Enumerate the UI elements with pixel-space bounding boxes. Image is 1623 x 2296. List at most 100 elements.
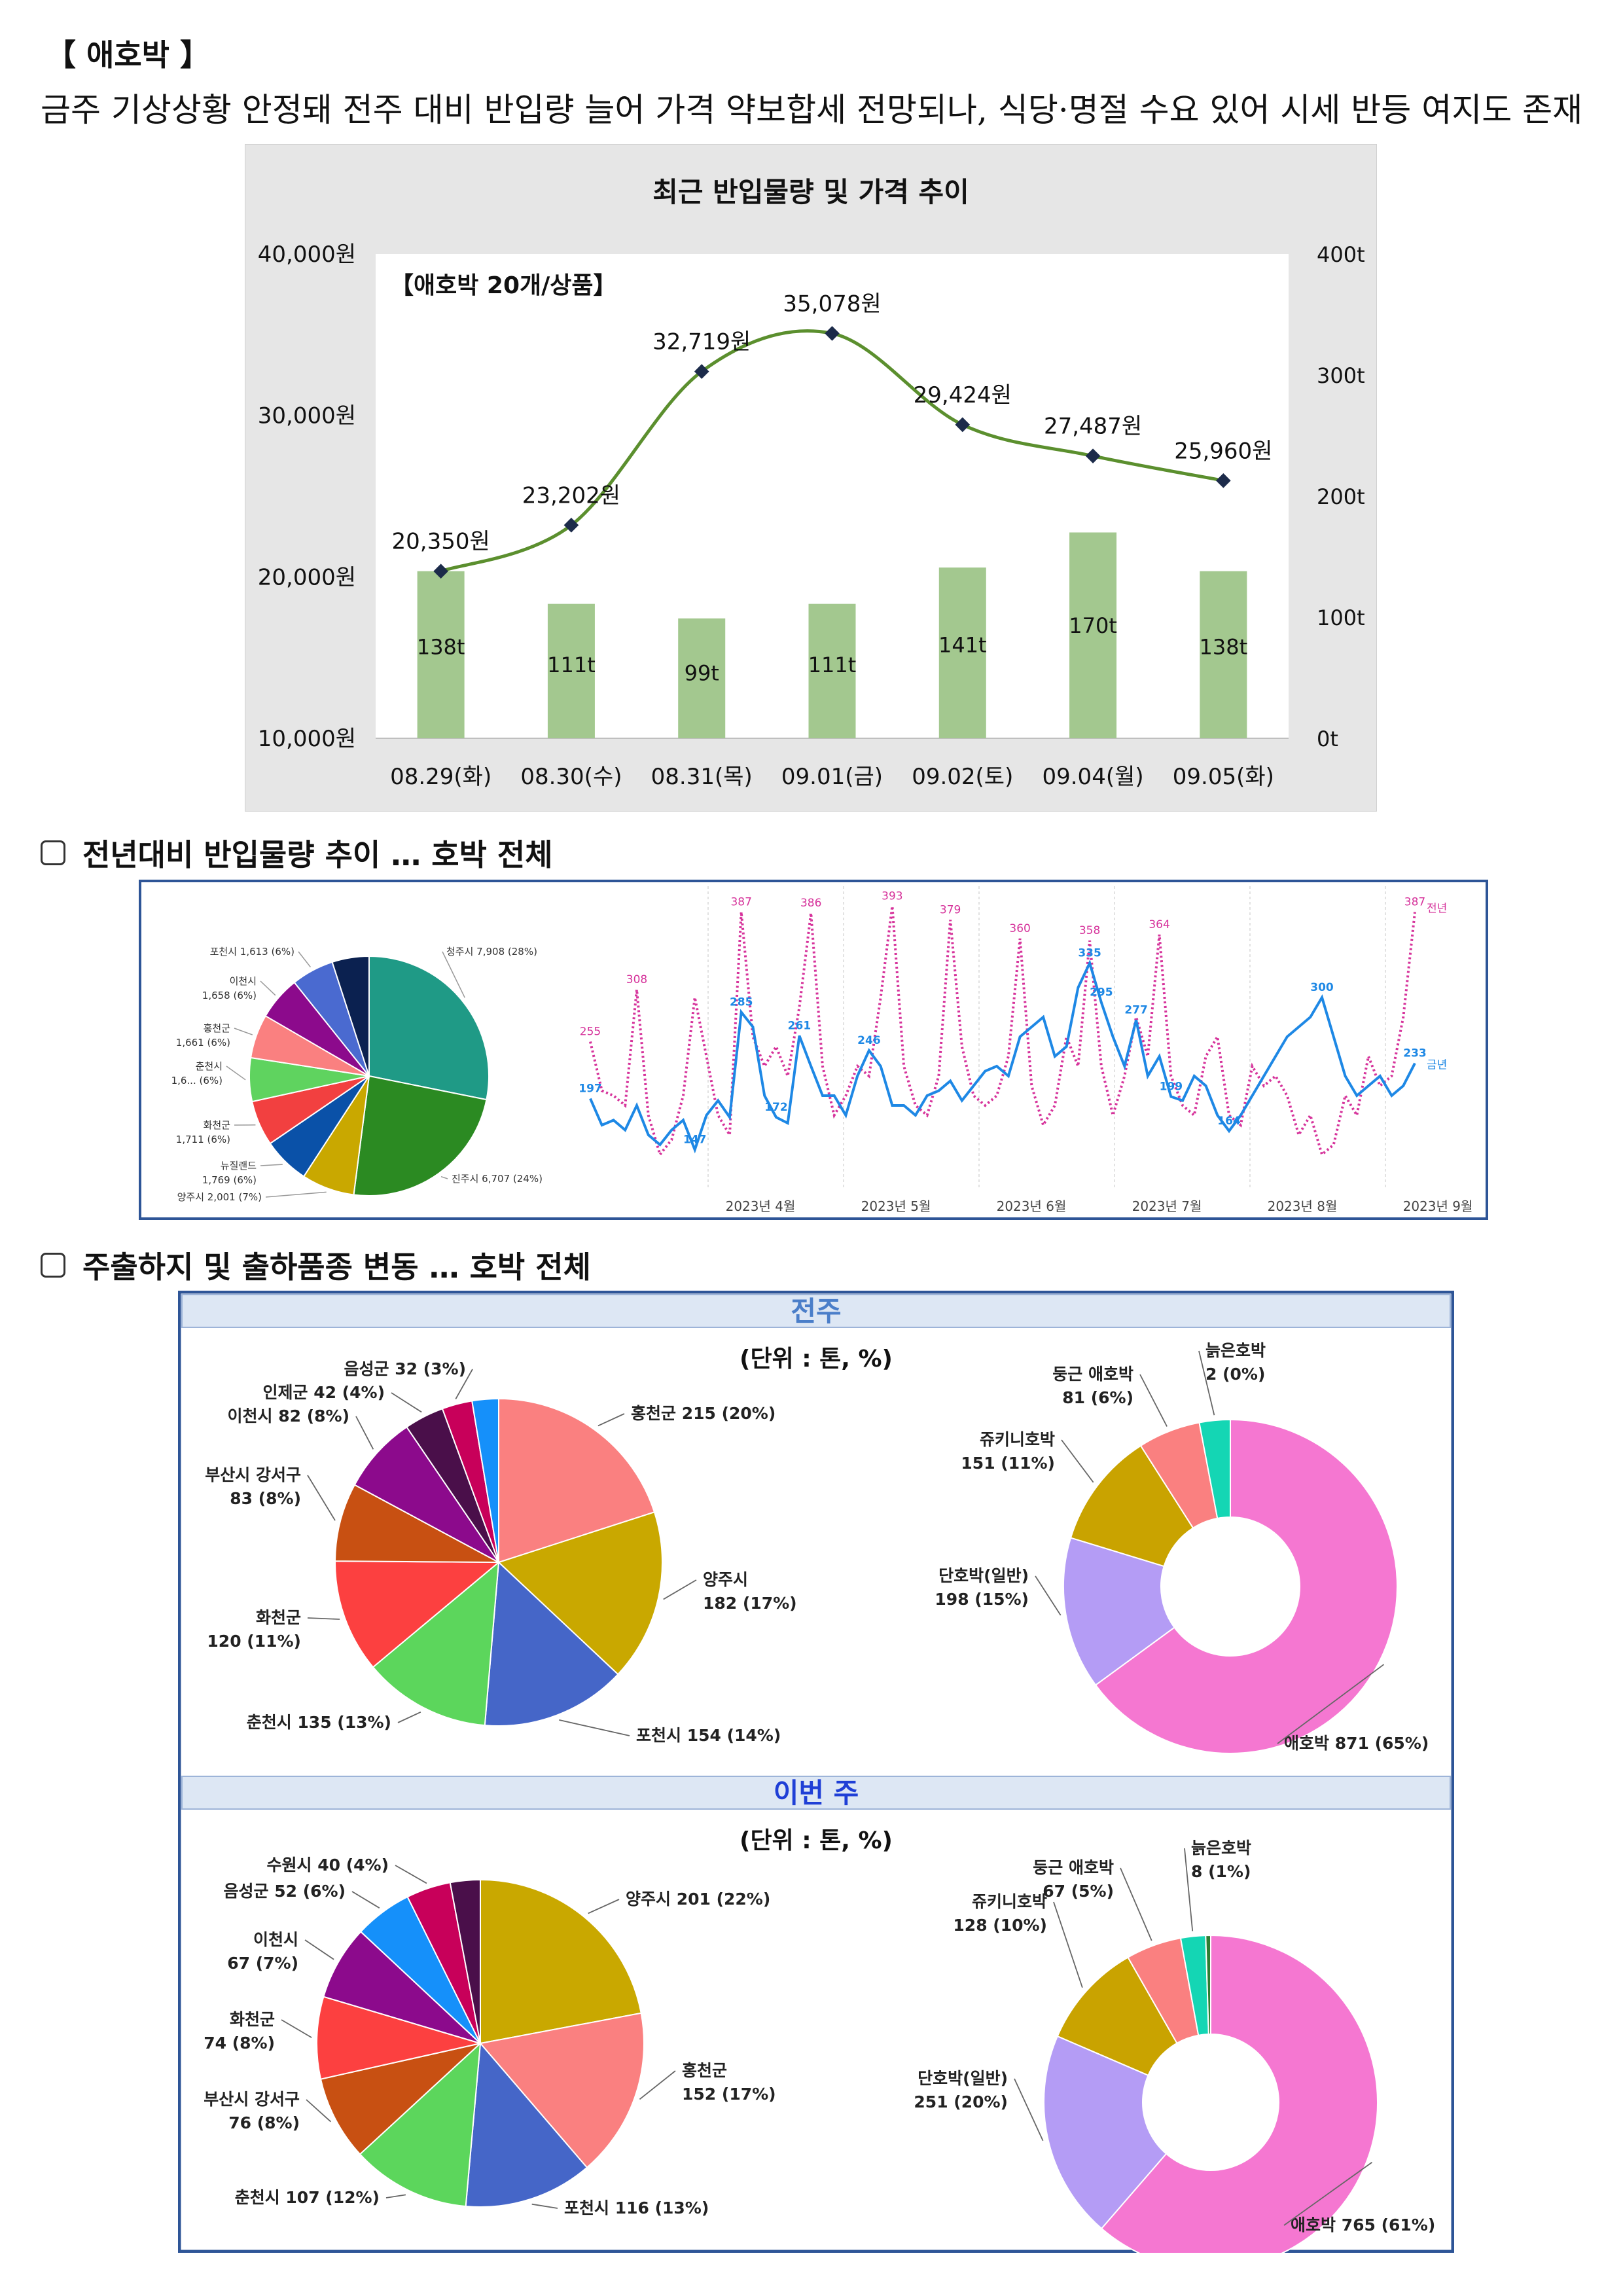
this-origin-leader — [588, 1899, 620, 1914]
this-year-data-label: 335 — [1078, 947, 1101, 960]
prev-origin-leader — [307, 1617, 340, 1620]
x-category-label: 09.04(월) — [1042, 764, 1143, 790]
volume-bar — [547, 603, 595, 738]
this-variety-slice — [1205, 1934, 1211, 2036]
section-origin-heading: 주출하지 및 출하품종 변동 … 호박 전체 — [41, 1244, 591, 1287]
prev-origin-label: 양주시 182 (17%) — [703, 1570, 797, 1613]
prev-origin-leader — [663, 1579, 697, 1600]
prev-origin-slice — [334, 1484, 499, 1563]
this-origin-label: 이천시 67 (7%) — [227, 1930, 298, 1973]
left-axis-tick-label: 40,000원 — [258, 242, 356, 268]
this-year-data-label: 295 — [1090, 986, 1113, 999]
x-category-label: 08.30(수) — [520, 764, 622, 790]
price-data-label: 25,960원 — [1174, 438, 1272, 464]
volume-bar — [1200, 571, 1247, 738]
this-origin-leader — [281, 2019, 312, 2038]
this-origin-leader — [639, 2070, 676, 2100]
month-label: 2023년 8월 — [1268, 1198, 1338, 1214]
this-origin-leader — [385, 2194, 406, 2198]
product-spec-label: 【애호박 20개/상품】 — [390, 272, 617, 299]
prev-variety-label: 애호박 871 (65%) — [1284, 1734, 1429, 1753]
this-variety-slice — [1100, 1934, 1378, 2253]
this-origin-label: 양주시 201 (22%) — [626, 1890, 770, 1909]
prev-year-data-label: 358 — [1079, 924, 1100, 937]
this-variety-leader — [1053, 1901, 1083, 1988]
volume-bar — [808, 603, 856, 738]
prev-origin-label: 음성군 32 (3%) — [344, 1359, 467, 1378]
right-axis-tick-label: 100t — [1317, 605, 1365, 630]
prev-year-data-label: 386 — [800, 897, 821, 910]
yoy-panel: 청주시 7,908 (28%) 진주시 6,707 (24%) 양주시 2,001 … — [139, 880, 1488, 1220]
prev-origin-slice — [484, 1560, 619, 1727]
this-origin-slice — [316, 1996, 483, 2080]
prev-year-line — [589, 906, 1416, 1158]
x-category-label: 08.31(목) — [651, 764, 753, 790]
x-category-label: 09.05(화) — [1173, 764, 1274, 790]
this-variety-label: 늙은호박 8 (1%) — [1191, 1839, 1251, 1881]
this-variety-label: 단호박(일반) 251 (20%) — [914, 2069, 1008, 2111]
this-variety-leader — [1014, 2078, 1044, 2142]
prev-variety-slice — [1063, 1537, 1175, 1686]
unit-label: (단위 : 톤, %) — [740, 1346, 893, 1372]
this-origin-label: 부산시 강서구 76 (8%) — [204, 2090, 300, 2132]
this-origin-leader — [531, 2203, 558, 2209]
prev-variety-label: 늙은호박 2 (0%) — [1205, 1341, 1266, 1384]
this-variety-leader — [1283, 2162, 1372, 2226]
price-data-label: 27,487원 — [1044, 414, 1142, 440]
prev-variety-leader — [1139, 1374, 1168, 1427]
yoy-pie-label: 뉴질랜드 1,769 (6%) — [202, 1160, 257, 1186]
this-origin-slice — [359, 2041, 482, 2208]
yoy-pie-leader — [260, 980, 276, 996]
prev-year-data-label: 379 — [940, 904, 961, 917]
this-year-data-label: 277 — [1124, 1004, 1148, 1017]
month-label: 2023년 5월 — [861, 1198, 931, 1214]
prev-variety-slice — [1094, 1418, 1398, 1754]
price-marker — [433, 564, 448, 579]
prev-variety-label: 단호박(일반) 198 (15%) — [935, 1566, 1029, 1609]
this-variety-slice — [1043, 2035, 1168, 2230]
this-year-data-label: 233 — [1403, 1047, 1427, 1060]
this-origin-slice — [480, 1878, 642, 2045]
this-origin-label: 음성군 52 (6%) — [224, 1882, 346, 1901]
this-origin-leader — [306, 2099, 332, 2123]
this-origin-label: 포천시 116 (13%) — [564, 2198, 709, 2217]
prev-origin-slice — [498, 1397, 656, 1564]
prev-origin-label: 홍천군 215 (20%) — [631, 1404, 776, 1423]
prev-origin-slice — [353, 1426, 499, 1563]
price-marker — [955, 417, 971, 433]
yoy-pie-leader — [265, 1191, 327, 1198]
x-category-label: 08.29(화) — [390, 764, 491, 790]
prev-variety-slice — [1198, 1418, 1231, 1520]
this-year-line — [589, 959, 1416, 1154]
yoy-pie-leader — [298, 951, 312, 968]
yoy-pie-label: 화천군 1,711 (6%) — [176, 1119, 230, 1145]
this-origin-slice — [449, 1878, 481, 2044]
this-variety-slice — [1056, 1956, 1178, 2077]
prev-origin-label: 화천군 120 (11%) — [207, 1608, 301, 1651]
volume-bar-label: 99t — [685, 660, 719, 685]
prev-year-data-label: 387 — [1404, 896, 1425, 909]
prev-origin-label: 부산시 강서구 83 (8%) — [205, 1465, 301, 1508]
prev-origin-slice — [471, 1397, 499, 1563]
prev-origin-leader — [597, 1413, 625, 1427]
prev-variety-leader — [1035, 1575, 1061, 1616]
checkbox-icon — [41, 1253, 65, 1278]
this-variety-label: 둥근 애호박 67 (5%) — [1033, 1858, 1114, 1901]
this-year-data-label: 172 — [764, 1101, 788, 1114]
this-year-data-label: 164 — [1217, 1115, 1241, 1128]
prev-origin-label: 인제군 42 (4%) — [263, 1383, 385, 1402]
price-marker — [694, 364, 709, 379]
this-variety-label: 애호박 765 (61%) — [1291, 2215, 1435, 2234]
yoy-pie-leader — [440, 1175, 448, 1179]
this-year-data-label: 147 — [683, 1134, 707, 1147]
volume-bar — [938, 567, 986, 738]
prev-year-data-label: 360 — [1009, 922, 1030, 935]
volume-bar — [1069, 532, 1117, 738]
price-data-label: 29,424원 — [914, 382, 1012, 408]
this-origin-label: 홍천군 152 (17%) — [682, 2061, 776, 2104]
right-axis-tick-label: 400t — [1317, 242, 1365, 267]
chart-title: 최근 반입물량 및 가격 추이 — [652, 176, 969, 208]
volume-bar-label: 170t — [1069, 613, 1117, 638]
prev-origin-leader — [307, 1475, 336, 1521]
left-axis-tick-label: 30,000원 — [258, 403, 356, 429]
